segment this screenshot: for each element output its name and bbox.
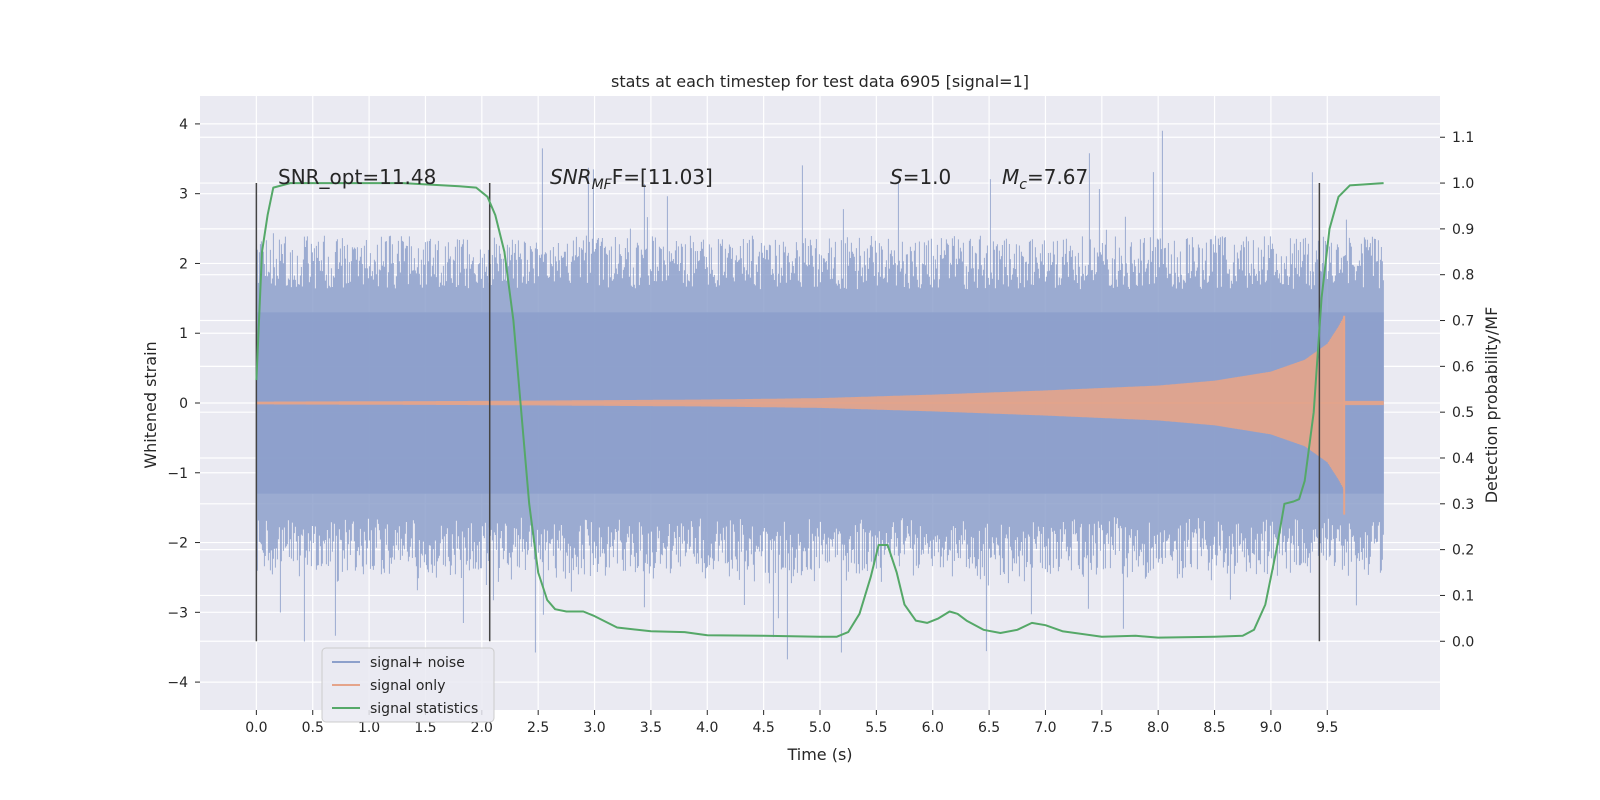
y-axis-right-ticks: 0.0 0.1 0.2 0.3 0.4 0.5 0.6 0.7 0.8 0.9 1.0 1.1 [1440, 130, 1474, 650]
legend-label-signal-only: signal only [370, 678, 445, 694]
annotation-mc: Mc=7.67 [1002, 165, 1088, 193]
legend-box [321, 647, 495, 723]
y-right-tick-label: 1.1 [1452, 130, 1474, 146]
x-tick-label: 6.0 [922, 720, 944, 736]
x-axis-ticks: 0.0 0.5 1.0 1.5 2.0 2.5 3.0 3.5 4.0 4.5 5.0 5.5 6.0 6… [245, 710, 1338, 736]
y-right-tick-label: 0.7 [1452, 314, 1474, 330]
series-signal-statistics [255, 182, 1384, 639]
y-tick-label: −2 [167, 536, 188, 552]
y-right-tick-label: 1.0 [1452, 176, 1474, 192]
x-tick-label: 8.0 [1147, 720, 1169, 736]
y-tick-label: 3 [179, 187, 188, 203]
y-tick-label: −3 [167, 605, 188, 621]
vertical-markers [255, 183, 1321, 642]
x-tick-label: 3.0 [583, 720, 605, 736]
legend-label-signal-statistics: signal statistics [370, 701, 478, 717]
y-axis-ticks: −4 −3 −2 −1 0 1 2 3 4 [167, 117, 200, 691]
x-tick-label: 0.5 [302, 720, 324, 736]
y-right-tick-label: 0.0 [1452, 634, 1474, 650]
y-axis-right-label: Detection probability/MF [1482, 307, 1501, 504]
y-right-tick-label: 0.1 [1452, 588, 1474, 604]
x-tick-label: 7.5 [1091, 720, 1113, 736]
y-tick-label: −4 [167, 675, 188, 691]
x-tick-label: 3.5 [640, 720, 662, 736]
y-right-tick-label: 0.9 [1452, 222, 1474, 238]
y-right-tick-label: 0.4 [1452, 451, 1474, 467]
x-tick-label: 4.0 [696, 720, 718, 736]
series-signal-only [255, 315, 1384, 515]
legend: signal+ noise signal only signal statist… [321, 647, 495, 723]
x-tick-label: 6.5 [978, 720, 1000, 736]
y-tick-label: 2 [179, 256, 188, 272]
y-tick-label: 4 [179, 117, 188, 133]
x-tick-label: 1.0 [358, 720, 380, 736]
y-right-tick-label: 0.3 [1452, 497, 1474, 513]
x-axis-label: Time (s) [786, 745, 852, 764]
y-tick-label: −1 [167, 466, 188, 482]
x-tick-label: 2.0 [471, 720, 493, 736]
annotations: SNR_opt=11.48 SNRMFF=[11.03] S=1.0 Mc=7.… [278, 165, 1088, 193]
x-tick-label: 4.5 [753, 720, 775, 736]
chart-title: stats at each timestep for test data 690… [611, 72, 1029, 91]
annotation-snr-opt: SNR_opt=11.48 [278, 165, 436, 189]
x-tick-label: 0.0 [245, 720, 267, 736]
y-tick-label: 1 [179, 326, 188, 342]
x-tick-label: 9.0 [1260, 720, 1282, 736]
x-tick-label: 1.5 [414, 720, 436, 736]
legend-label-signal-noise: signal+ noise [370, 655, 465, 671]
y-right-tick-label: 0.5 [1452, 405, 1474, 421]
x-tick-label: 9.5 [1316, 720, 1338, 736]
y-right-tick-label: 0.8 [1452, 268, 1474, 284]
x-tick-label: 7.0 [1034, 720, 1056, 736]
x-tick-label: 5.5 [865, 720, 887, 736]
annotation-s: S=1.0 [890, 165, 951, 189]
y-right-tick-label: 0.6 [1452, 359, 1474, 375]
x-tick-label: 8.5 [1203, 720, 1225, 736]
y-axis-label: Whitened strain [141, 341, 160, 468]
y-right-tick-label: 0.2 [1452, 543, 1474, 559]
x-tick-label: 5.0 [809, 720, 831, 736]
y-tick-label: 0 [179, 396, 188, 412]
x-tick-label: 2.5 [527, 720, 549, 736]
annotation-snr-mf: SNRMFF=[11.03] [550, 165, 713, 193]
statistics-line [255, 182, 1384, 639]
